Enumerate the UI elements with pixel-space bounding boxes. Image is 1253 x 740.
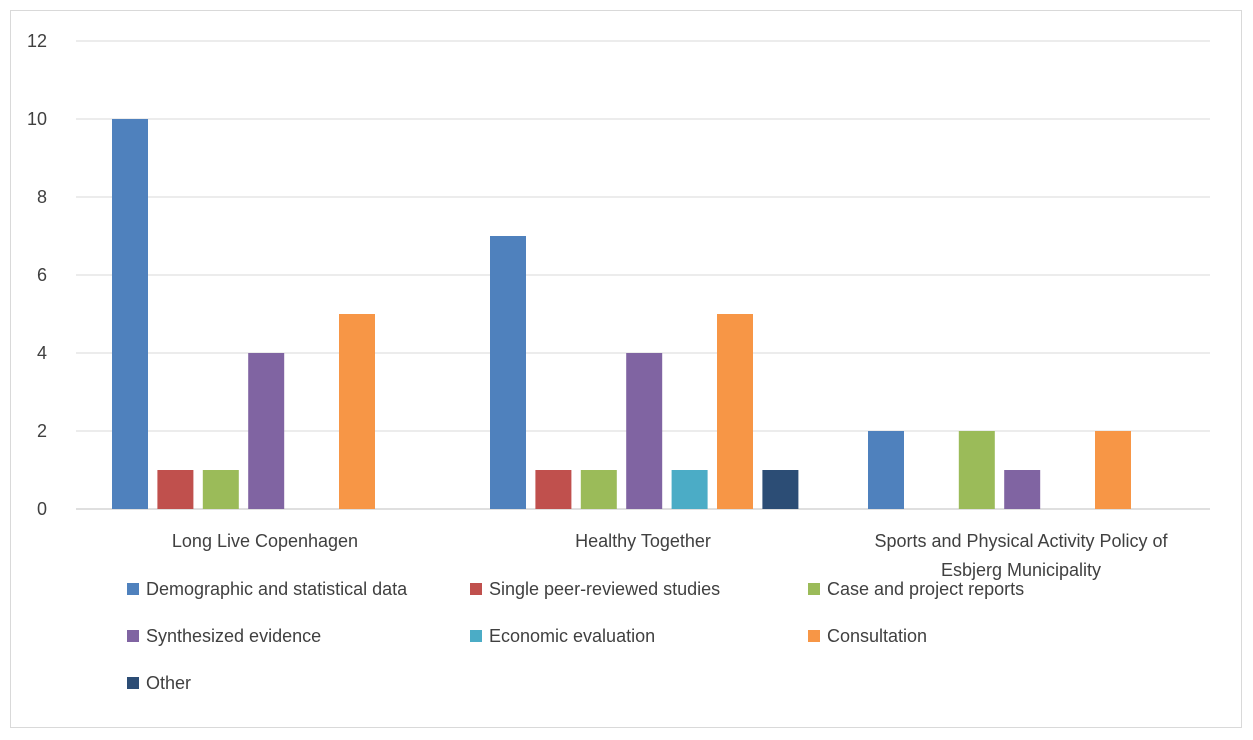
bar (112, 119, 148, 509)
bar (339, 314, 375, 509)
y-axis-ticks: 0 2 4 6 8 10 12 (27, 31, 47, 519)
bar (157, 470, 194, 509)
y-tick-label: 2 (37, 421, 47, 441)
bar (958, 431, 995, 509)
y-tick-label: 12 (27, 31, 47, 51)
bar (248, 353, 285, 509)
legend: Demographic and statistical data Single p… (127, 579, 1024, 693)
y-tick-label: 4 (37, 343, 47, 363)
chart-frame (10, 10, 1242, 728)
bar (1004, 470, 1041, 509)
x-axis-labels: Long Live Copenhagen Healthy Together Spor… (172, 531, 1169, 580)
bar (535, 470, 572, 509)
legend-swatch (127, 677, 139, 689)
legend-label: Synthesized evidence (146, 626, 321, 646)
legend-swatch (470, 630, 482, 642)
legend-label: Other (146, 673, 191, 693)
bar (717, 314, 753, 509)
bar (202, 470, 239, 509)
bar (626, 353, 663, 509)
x-category-label: Long Live Copenhagen (172, 531, 358, 551)
legend-swatch (808, 583, 820, 595)
x-category-label: Healthy Together (575, 531, 711, 551)
y-tick-label: 8 (37, 187, 47, 207)
legend-label: Single peer-reviewed studies (489, 579, 720, 599)
y-tick-label: 0 (37, 499, 47, 519)
bar (868, 431, 904, 509)
legend-swatch (127, 630, 139, 642)
legend-label: Demographic and statistical data (146, 579, 408, 599)
bar (490, 236, 526, 509)
bar (1095, 431, 1131, 509)
bar (762, 470, 799, 509)
legend-label: Economic evaluation (489, 626, 655, 646)
legend-swatch (127, 583, 139, 595)
legend-swatch (808, 630, 820, 642)
y-tick-label: 6 (37, 265, 47, 285)
bars (112, 119, 1131, 509)
legend-swatch (470, 583, 482, 595)
x-category-label: Sports and Physical Activity Policy of (874, 531, 1168, 551)
legend-label: Consultation (827, 626, 927, 646)
bar (671, 470, 708, 509)
legend-label: Case and project reports (827, 579, 1024, 599)
y-tick-label: 10 (27, 109, 47, 129)
x-category-label: Esbjerg Municipality (941, 560, 1101, 580)
bar (580, 470, 617, 509)
